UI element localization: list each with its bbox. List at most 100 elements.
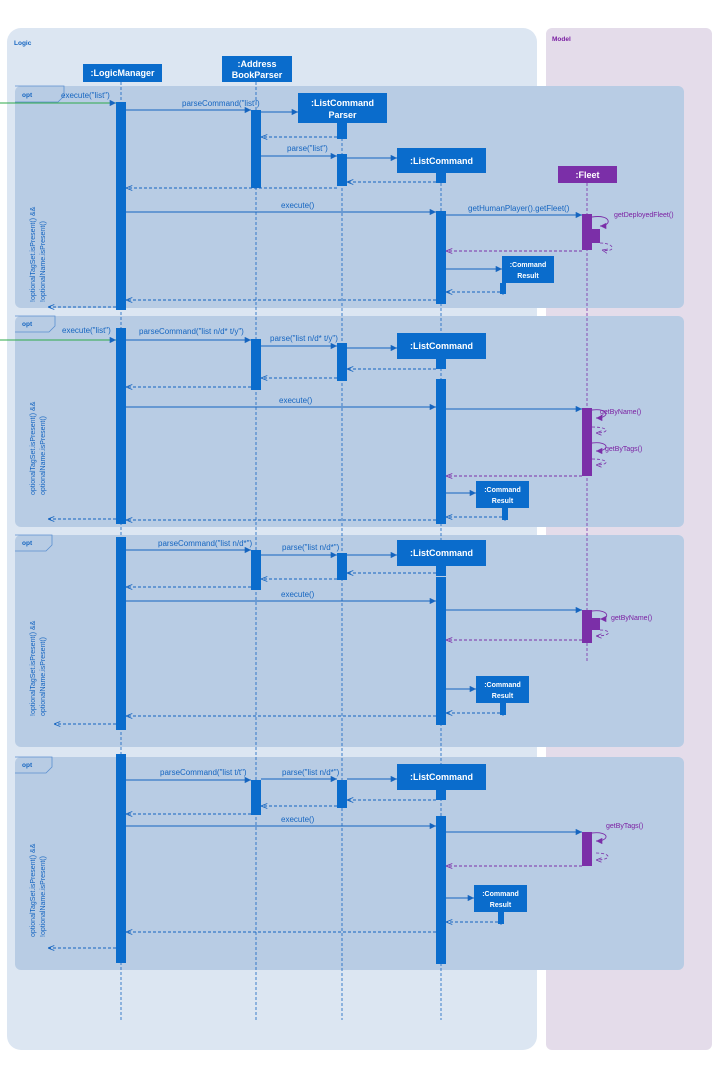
svg-text::Fleet: :Fleet: [575, 170, 599, 180]
label-parse: parse("list n/d*"): [282, 768, 340, 777]
label-parse-command: parseCommand("list t/t"): [160, 768, 247, 777]
activation-logic-manager-3: [116, 537, 126, 730]
self-return-by-name-2: [591, 426, 607, 433]
guard-line-1: !optionalTagSet.isPresent() &&: [30, 620, 37, 716]
label-execute-command: execute(): [279, 396, 313, 405]
activation-lcp-5: [337, 780, 347, 808]
svg-text::ListCommand: :ListCommand: [410, 772, 473, 782]
activation-lcp-4: [337, 553, 347, 580]
activation-parser-4: [251, 780, 261, 815]
activation-logic-manager-1: [116, 102, 126, 310]
label-parse-command: parseCommand("list n/d* t/y"): [139, 327, 244, 336]
created-list-command-4: :ListCommand: [397, 764, 486, 790]
self-call-deployed-fleet: [591, 216, 609, 230]
label-execute: execute("list"): [61, 91, 110, 100]
created-list-command-2: :ListCommand: [397, 333, 486, 359]
activation-fleet-3: [582, 610, 592, 643]
label-parse: parse("list n/d* t/y"): [270, 334, 338, 343]
svg-text:Result: Result: [517, 273, 539, 280]
guard-line-2: !optionalName.isPresent(): [40, 856, 47, 937]
participant-address-book-parser: :Address BookParser: [222, 56, 292, 82]
activation-lcp-1: [337, 123, 347, 139]
activation-cr-1: [500, 283, 506, 294]
opt-frame-1: opt !optionalTagSet.isPresent() && !opti…: [15, 85, 684, 308]
svg-text::Command: :Command: [482, 891, 519, 898]
self-call-by-tags-4: [591, 832, 607, 845]
activation-parser-2: [251, 339, 261, 390]
guard-line-1: !optionalTagSet.isPresent() &&: [30, 206, 37, 302]
activation-cr-3: [500, 703, 506, 715]
fleet-activations: [582, 214, 600, 866]
activation-lc-2a: [436, 359, 446, 369]
label-self-call: getByTags(): [606, 823, 643, 830]
svg-text:Parser: Parser: [328, 110, 357, 120]
self-call-by-name-2: [591, 409, 607, 422]
created-command-result-2: :Command Result: [476, 481, 529, 508]
created-command-result-4: :Command Result: [474, 885, 527, 912]
activation-fleet-2: [582, 408, 592, 476]
activation-lc-3: [436, 577, 446, 725]
activation-cr-2: [502, 508, 508, 520]
model-package-title: Model: [552, 36, 571, 43]
activation-lcp-3: [337, 343, 347, 381]
label-execute-command: execute(): [281, 201, 315, 210]
svg-text:BookParser: BookParser: [232, 70, 283, 80]
label-parse-command: parseCommand("list"): [182, 99, 260, 108]
participant-logic-manager: :LogicManager: [83, 64, 162, 82]
logic-package-title: Logic: [14, 40, 32, 47]
label-execute-command: execute(): [281, 815, 315, 824]
svg-text:Result: Result: [490, 902, 512, 909]
opt-frame-4: opt optionalTagSet.isPresent() && !optio…: [15, 756, 684, 970]
activation-parser-1: [251, 110, 261, 188]
frame-label: opt: [22, 92, 33, 99]
self-call-by-tags-2: [591, 442, 607, 455]
activation-fleet-1: [582, 214, 592, 250]
opt-frame-2: opt optionalTagSet.isPresent() && option…: [15, 315, 684, 527]
svg-text::Command: :Command: [484, 682, 521, 689]
guard-line-2: optionalName.isPresent(): [40, 416, 47, 495]
label-self-call-1: getByName(): [600, 409, 641, 416]
activation-lc-1a: [436, 173, 446, 183]
guard-line-2: optionalName.isPresent(): [40, 637, 47, 716]
activation-logic-manager-2: [116, 328, 126, 524]
svg-text:Result: Result: [492, 498, 514, 505]
created-command-result-1: :Command Result: [502, 256, 554, 283]
svg-text::Address: :Address: [237, 59, 276, 69]
created-command-result-3: :Command Result: [476, 676, 529, 703]
svg-text::Command: :Command: [484, 487, 521, 494]
activation-lc-4a: [436, 790, 446, 800]
svg-text:Result: Result: [492, 693, 514, 700]
activation-lc-4: [436, 816, 446, 964]
svg-text::LogicManager: :LogicManager: [90, 68, 155, 78]
activation-bars: [116, 102, 508, 964]
label-execute: execute("list"): [62, 326, 111, 335]
self-return-deployed-fleet: [599, 242, 613, 251]
svg-text::ListCommand: :ListCommand: [311, 98, 374, 108]
activation-fleet-3b: [592, 618, 600, 630]
label-parse-command: parseCommand("list n/d*"): [158, 539, 252, 548]
svg-text::Command: :Command: [510, 262, 547, 269]
activation-fleet-1b: [592, 229, 600, 243]
label-execute-command: execute(): [281, 590, 315, 599]
self-return-by-tags-4: [596, 852, 609, 860]
svg-text::ListCommand: :ListCommand: [410, 156, 473, 166]
activation-fleet-4: [582, 832, 592, 866]
label-self-call: getDeployedFleet(): [614, 212, 674, 219]
guard-line-1: optionalTagSet.isPresent() &&: [30, 843, 37, 937]
svg-text::ListCommand: :ListCommand: [410, 548, 473, 558]
label-model-call: getHumanPlayer().getFleet(): [468, 204, 570, 213]
guard-line-2: !optionalName.isPresent(): [40, 221, 47, 302]
frame-label: opt: [22, 762, 33, 769]
label-parse: parse("list"): [287, 144, 328, 153]
created-list-command-parser: :ListCommand Parser: [298, 93, 387, 123]
label-self-call-2: getByTags(): [605, 446, 642, 453]
activation-logic-manager-4: [116, 754, 126, 963]
label-self-call: getByName(): [611, 615, 652, 622]
activation-lc-2: [436, 379, 446, 524]
created-list-command-1: :ListCommand: [397, 148, 486, 173]
participant-fleet: :Fleet: [558, 166, 617, 183]
svg-text::ListCommand: :ListCommand: [410, 341, 473, 351]
activation-lc-3a: [436, 566, 446, 576]
created-list-command-3: :ListCommand: [397, 540, 486, 566]
